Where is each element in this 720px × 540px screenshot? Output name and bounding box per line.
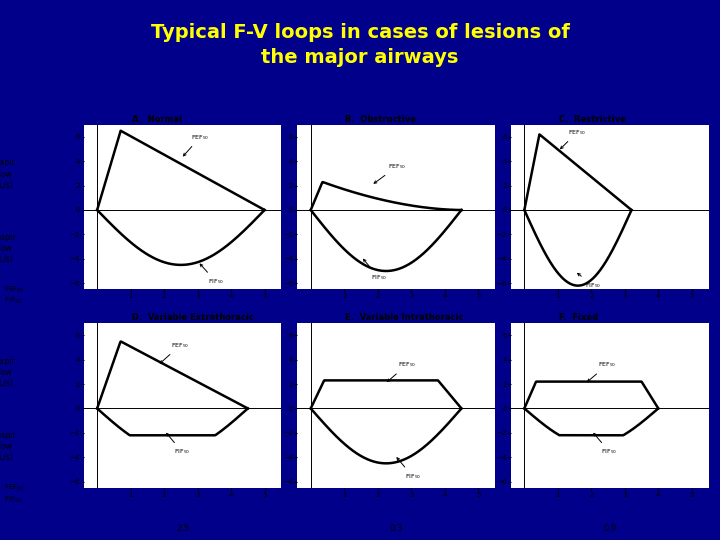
Text: D.  Variable Extrathoracic: D. Variable Extrathoracic <box>132 313 253 322</box>
Text: Inspir
flow
(L/s): Inspir flow (L/s) <box>0 431 15 462</box>
Text: Inspir
flow
(L/s): Inspir flow (L/s) <box>0 233 15 264</box>
Text: FIF$_{50}$: FIF$_{50}$ <box>397 458 420 481</box>
Text: FIF$_{50}$: FIF$_{50}$ <box>594 434 618 456</box>
Text: B.  Obstructive: B. Obstructive <box>346 115 416 124</box>
Text: FIF$_{50}$: FIF$_{50}$ <box>200 264 224 286</box>
Text: FEF$_{50}$: FEF$_{50}$ <box>561 128 586 148</box>
Text: 0.8: 0.8 <box>176 326 189 335</box>
Text: 0.9: 0.9 <box>603 524 616 533</box>
Text: FEF$_{50}$: FEF$_{50}$ <box>588 361 616 382</box>
Text: FEF$_{50}$: FEF$_{50}$ <box>374 162 406 183</box>
Text: FEF$_{50}$
FIF$_{50}$: FEF$_{50}$ FIF$_{50}$ <box>4 483 24 505</box>
Text: FEF$_{50}$: FEF$_{50}$ <box>161 341 189 363</box>
Text: FIF$_{50}$: FIF$_{50}$ <box>364 259 387 282</box>
Text: C.  Restrictive: C. Restrictive <box>559 115 626 124</box>
Text: 2.5: 2.5 <box>176 524 189 533</box>
Text: FEF$_{50}$: FEF$_{50}$ <box>184 133 210 156</box>
Text: Typical F-V loops in cases of lesions of
the major airways: Typical F-V loops in cases of lesions of… <box>150 23 570 68</box>
Text: FEF$_{50}$
FIF$_{50}$: FEF$_{50}$ FIF$_{50}$ <box>4 285 24 307</box>
Text: 1.0: 1.0 <box>603 326 616 335</box>
Text: FIF$_{50}$: FIF$_{50}$ <box>577 273 601 289</box>
Text: F.  Fixed: F. Fixed <box>559 313 598 322</box>
Text: E.  Variable Intrathoracic: E. Variable Intrathoracic <box>346 313 464 322</box>
Text: A.  Normal: A. Normal <box>132 115 181 124</box>
Text: 0.3: 0.3 <box>390 524 402 533</box>
Text: Expir
flow
(L/s): Expir flow (L/s) <box>0 158 14 190</box>
Text: Expir
flow
(L/s): Expir flow (L/s) <box>0 357 14 388</box>
Text: 0.3: 0.3 <box>390 326 402 335</box>
Text: FIF$_{50}$: FIF$_{50}$ <box>166 434 191 456</box>
Text: FEF$_{50}$: FEF$_{50}$ <box>387 361 416 382</box>
